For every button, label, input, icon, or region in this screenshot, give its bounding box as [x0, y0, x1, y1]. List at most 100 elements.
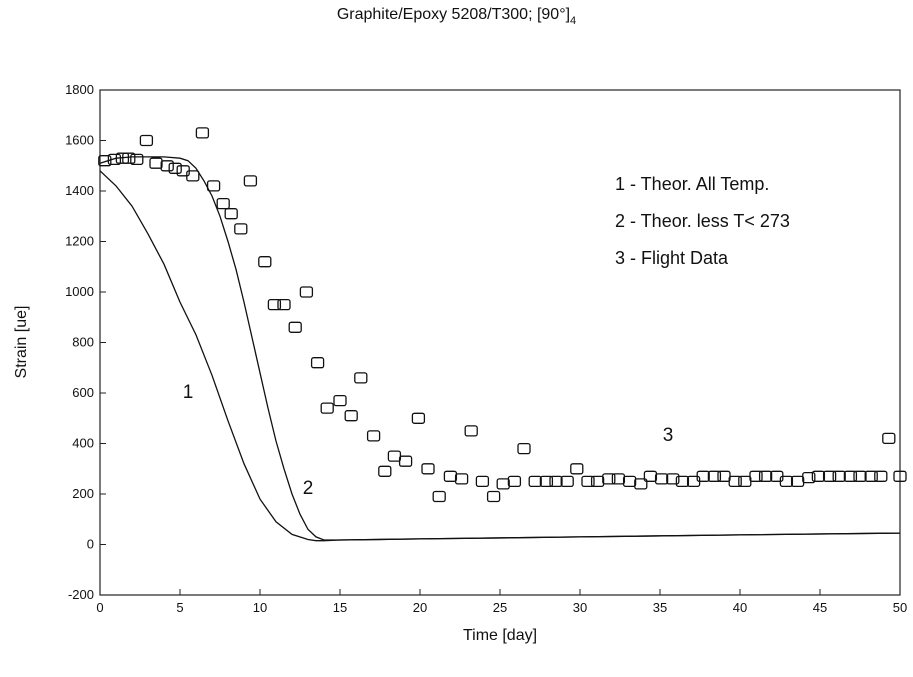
flight-data-point [366, 430, 381, 442]
plot-frame [99, 89, 901, 596]
flight-data-point [570, 463, 584, 475]
flight-data-point [115, 152, 130, 164]
flight-data-point [486, 490, 501, 503]
flight-data-point [216, 197, 230, 210]
flight-data-point [443, 470, 458, 482]
flight-data-point [882, 432, 896, 445]
flight-data-point [654, 473, 669, 485]
flight-data-point [853, 470, 867, 482]
flight-data-point [168, 162, 182, 174]
flight-data-point [107, 153, 122, 166]
theory-curve-2 [99, 156, 901, 541]
flight-data-point [206, 180, 221, 192]
x-tick-label: 5 [176, 600, 183, 615]
flight-data-point [496, 478, 510, 490]
flight-data-point [234, 223, 248, 235]
flight-data-point [186, 170, 200, 182]
y-axis-label: Strain [ue] [13, 306, 30, 379]
x-tick-label: 40 [733, 600, 747, 615]
curve-label: 2 [303, 478, 314, 499]
curve-label: 1 [183, 382, 194, 403]
flight-data-point [139, 134, 154, 147]
flight-data-point [411, 412, 426, 424]
y-tick-label: 0 [87, 537, 94, 552]
flight-data-point [893, 470, 907, 482]
flight-data-point [758, 470, 773, 482]
flight-data-point [666, 473, 680, 485]
flight-data-point [310, 357, 325, 369]
legend-entry: 1 - Theor. All Temp. [615, 174, 769, 194]
x-tick-label: 25 [493, 600, 507, 615]
flight-data-point [864, 470, 878, 482]
x-tick-label: 45 [813, 600, 827, 615]
flight-data-point [517, 442, 531, 455]
flight-data-point [432, 490, 446, 503]
x-tick-label: 10 [253, 600, 267, 615]
flight-data-point [267, 298, 282, 311]
flight-data-point [288, 321, 302, 333]
flight-data-point [634, 478, 648, 490]
chart-title-subscript: 4 [570, 15, 577, 27]
flight-data-point [874, 470, 888, 482]
flight-data-point [822, 470, 837, 482]
flight-data-point [98, 155, 112, 167]
flight-data-point [344, 410, 358, 422]
flight-data-point [802, 471, 816, 484]
flight-data-point [832, 470, 846, 482]
y-tick-label: 600 [72, 385, 94, 400]
flight-data-point [195, 127, 210, 139]
flight-data-point [277, 298, 291, 311]
flight-data-point [320, 402, 334, 414]
x-tick-label: 15 [333, 600, 347, 615]
y-tick-label: 1400 [65, 183, 94, 198]
legend-entry: 3 - Flight Data [615, 248, 729, 268]
flight-data-point [243, 175, 258, 187]
flight-data-point [549, 475, 563, 488]
flight-data-point [454, 473, 469, 485]
flight-data-point [224, 208, 238, 220]
flight-data-point [333, 394, 347, 407]
flight-data-point [779, 475, 794, 488]
legend-entry: 2 - Theor. less T< 273 [615, 211, 790, 231]
x-axis-label: Time [day] [463, 627, 537, 644]
flight-data-point [611, 473, 626, 485]
flight-data-point [258, 256, 272, 268]
flight-data-point [728, 475, 742, 488]
flight-data-point [475, 475, 490, 488]
chart-title: Graphite/Epoxy 5208/T300; [90°]4 [336, 6, 577, 27]
flight-data-point [507, 475, 522, 488]
flight-data-point [707, 470, 722, 482]
flight-data-point [622, 475, 637, 488]
flight-data-point [354, 372, 368, 384]
flight-data-point [539, 475, 554, 488]
x-tick-label: 20 [413, 600, 427, 615]
y-tick-label: -200 [68, 587, 94, 602]
flight-data-point [560, 475, 574, 488]
flight-data-point [398, 455, 413, 467]
flight-data-point [528, 475, 542, 488]
y-tick-label: 1000 [65, 284, 94, 299]
flight-data-point [602, 473, 616, 485]
flight-data-point [843, 470, 858, 482]
flight-data-point [387, 450, 402, 462]
curve-label: 3 [663, 425, 674, 446]
flight-data-point [581, 475, 595, 488]
flight-data-point [378, 465, 392, 477]
x-tick-label: 35 [653, 600, 667, 615]
flight-data-point [122, 152, 136, 164]
y-tick-label: 800 [72, 335, 94, 350]
flight-data-point [421, 463, 435, 475]
flight-data-point [464, 425, 478, 437]
flight-data-point [749, 470, 763, 482]
y-tick-label: 400 [72, 436, 94, 451]
y-tick-label: 1200 [65, 234, 94, 249]
x-tick-label: 0 [96, 600, 103, 615]
flight-data-point [675, 475, 690, 488]
flight-data-point [130, 153, 144, 166]
flight-data-point [149, 157, 163, 169]
flight-data-point [811, 470, 826, 482]
x-tick-label: 50 [893, 600, 907, 615]
y-tick-label: 1600 [65, 133, 94, 148]
y-tick-label: 1800 [65, 82, 94, 97]
